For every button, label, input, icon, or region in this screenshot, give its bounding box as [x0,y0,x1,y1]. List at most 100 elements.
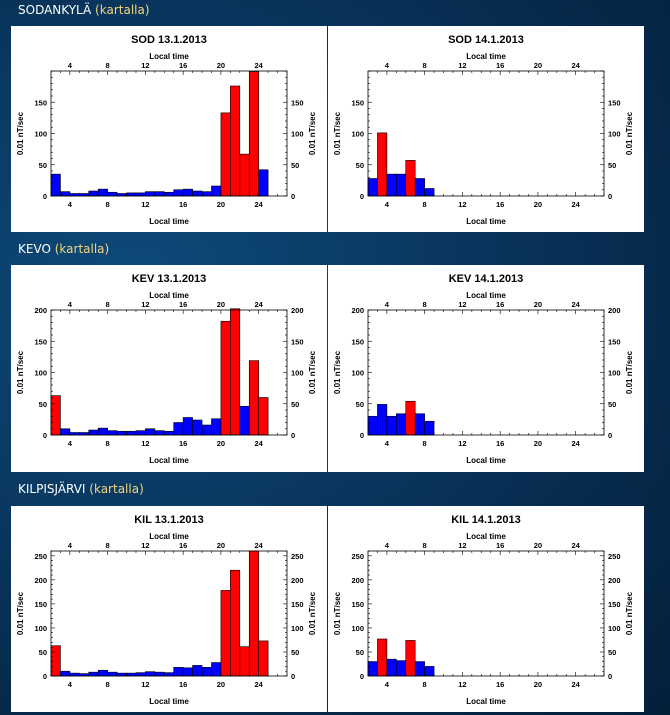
station-title: KILPISJÄRVI (kartalla) [18,482,144,496]
x-tick-label-top: 16 [496,541,504,550]
x-tick-label-bottom: 4 [385,680,390,689]
y-tick-label-right: 50 [291,648,299,657]
data-bar [97,669,108,677]
x-tick-label-bottom: 24 [255,200,264,209]
x-tick-label-bottom: 20 [217,439,225,448]
x-bottom-label: Local time [466,456,506,465]
y-tick-label-right: 100 [291,369,304,378]
y-tick-label-left: 0 [43,672,47,681]
data-bar [88,429,99,436]
y-tick-label-right: 200 [291,576,304,585]
chart-panel: KEV 14.1.2013 Local time Local time 0.01 nT… [328,265,644,472]
data-bar [424,420,435,436]
data-bar [405,400,416,436]
y-label-left: 0.01 nT/sec [333,350,342,394]
y-tick-label-left: 50 [356,161,364,170]
data-bar [145,428,156,436]
x-tick-label-top: 12 [141,541,149,550]
y-tick-label-right: 50 [291,400,299,409]
y-tick-label-right: 150 [291,98,304,107]
x-tick-label-top: 4 [68,300,73,309]
data-bar [163,191,175,197]
data-bar [230,569,241,677]
data-bar [154,191,165,197]
chart-title: KIL 14.1.2013 [451,514,521,526]
y-tick-label-left: 50 [39,400,47,409]
chart-svg: KEV 13.1.2013 Local time Local time 0.01 nT… [16,273,317,465]
data-bar [192,190,203,197]
data-bar [211,185,222,197]
data-bar [201,667,212,677]
data-bar [182,667,193,677]
data-bar [154,430,165,436]
y-tick-label-right: 100 [608,130,621,139]
y-tick-label-left: 100 [351,369,364,378]
x-tick-label-top: 20 [534,541,542,550]
x-tick-label-top: 12 [458,300,466,309]
y-tick-label-right: 0 [291,192,295,201]
data-bar [163,672,175,677]
y-tick-label-right: 0 [291,672,295,681]
x-tick-label-top: 8 [106,61,110,70]
map-link[interactable]: (kartalla) [54,242,110,256]
data-bar [386,173,397,197]
chart-svg: KIL 14.1.2013 Local time Local time 0.01 nT… [333,514,634,706]
y-tick-label-right: 200 [608,306,621,315]
data-bar [239,646,250,677]
map-link[interactable]: (kartalla) [95,3,150,17]
chart-svg: SOD 14.1.2013 Local time Local time 0.01 nT… [333,34,634,226]
x-bottom-label: Local time [149,697,189,706]
y-tick-label-right: 150 [608,337,621,346]
x-tick-label-top: 24 [572,300,581,309]
data-bar [116,430,127,436]
x-tick-label-top: 12 [141,300,149,309]
x-tick-label-top: 20 [217,61,225,70]
chart-title: SOD 14.1.2013 [448,34,524,46]
x-top-label: Local time [149,291,189,300]
x-tick-label-bottom: 12 [141,680,149,689]
data-bar [135,192,146,197]
y-tick-label-right: 0 [608,431,612,440]
x-tick-label-bottom: 16 [496,439,504,448]
y-tick-label-left: 0 [360,672,364,681]
data-bar [396,413,407,436]
y-tick-label-right: 100 [291,130,304,139]
data-bar [248,360,259,436]
x-tick-label-top: 16 [179,61,187,70]
data-bar [116,672,127,677]
data-bar [60,428,71,436]
y-tick-label-right: 50 [608,161,616,170]
map-link[interactable]: (kartalla) [89,482,144,496]
x-tick-label-bottom: 16 [496,680,504,689]
data-bar [145,191,156,197]
x-tick-label-top: 12 [458,61,466,70]
x-tick-label-bottom: 20 [534,680,542,689]
x-tick-label-bottom: 4 [68,200,73,209]
x-tick-label-bottom: 16 [179,439,187,448]
y-tick-label-right: 100 [291,624,304,633]
y-label-right: 0.01 nT/sec [308,111,317,155]
y-tick-label-left: 50 [39,161,47,170]
y-tick-label-right: 100 [608,624,621,633]
data-bar [126,192,137,197]
station-name: KEVO [18,242,51,256]
x-tick-label-bottom: 4 [68,439,73,448]
x-tick-label-bottom: 24 [255,680,264,689]
x-tick-label-top: 24 [572,61,581,70]
data-bar [414,178,425,197]
x-tick-label-top: 12 [458,541,466,550]
x-tick-label-bottom: 24 [572,200,581,209]
y-tick-label-left: 0 [43,431,47,440]
data-bar [258,169,269,197]
x-tick-label-bottom: 12 [458,439,466,448]
y-tick-label-left: 150 [351,98,364,107]
data-bar [182,417,193,436]
x-tick-label-top: 24 [255,61,264,70]
chart-panel: SOD 14.1.2013 Local time Local time 0.01 nT… [328,26,644,232]
data-bar [107,671,118,677]
data-bar [367,415,378,436]
y-tick-label-right: 50 [608,648,616,657]
x-tick-label-top: 16 [179,300,187,309]
y-tick-label-left: 150 [34,98,47,107]
y-tick-label-right: 50 [291,161,299,170]
